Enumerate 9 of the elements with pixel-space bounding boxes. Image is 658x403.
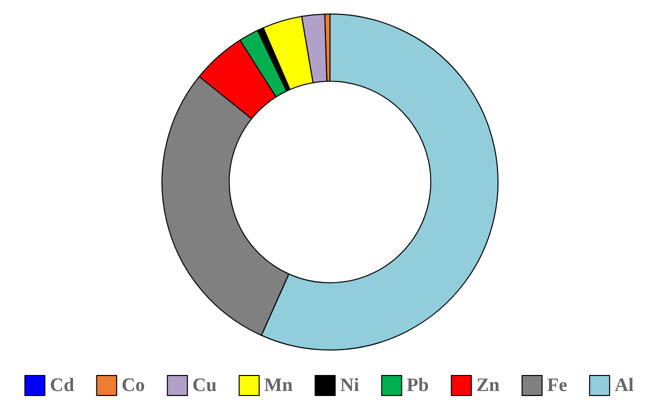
legend-label: Zn	[476, 375, 500, 396]
legend-label: Ni	[340, 375, 360, 396]
legend-label: Cu	[192, 375, 218, 396]
legend-label: Al	[614, 375, 634, 396]
legend-label: Co	[122, 375, 145, 396]
legend-label: Pb	[406, 375, 429, 396]
legend-label: Fe	[547, 375, 568, 396]
legend-label: Mn	[264, 375, 294, 396]
legend-label: Cd	[50, 375, 75, 396]
